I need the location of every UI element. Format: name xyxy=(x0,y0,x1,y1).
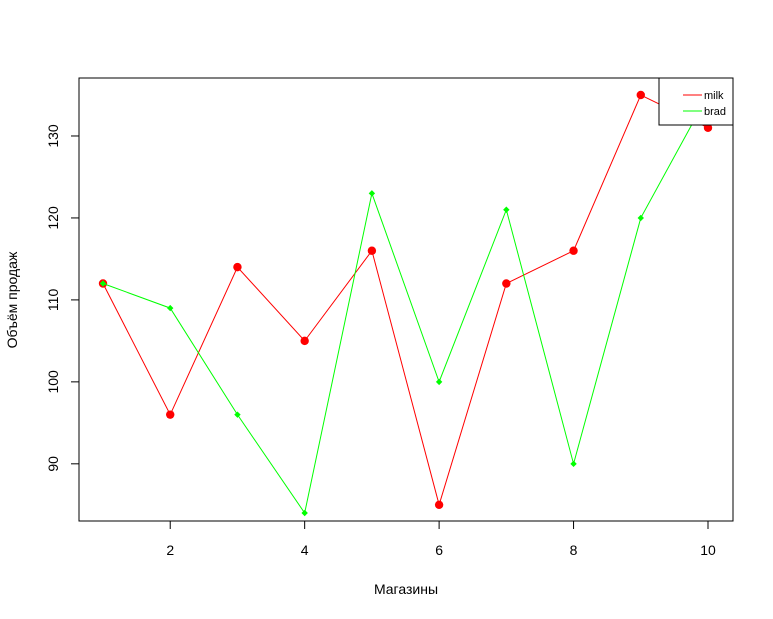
data-point-milk xyxy=(166,410,175,419)
x-axis: 2 4 6 8 10 xyxy=(166,521,716,558)
series-line-brad xyxy=(102,94,709,515)
data-point-brad xyxy=(99,280,107,287)
data-point-milk xyxy=(367,246,377,255)
data-point-brad xyxy=(234,411,241,418)
legend-box xyxy=(658,77,734,126)
y-tick-label: 120 xyxy=(45,206,61,230)
y-axis-label: Объём продаж xyxy=(4,251,20,348)
data-point-brad xyxy=(637,214,644,222)
data-point-brad xyxy=(301,509,308,517)
data-point-milk xyxy=(703,123,713,132)
x-tick-label: 10 xyxy=(700,542,716,558)
y-tick-label: 130 xyxy=(45,124,61,148)
data-point-milk xyxy=(636,90,645,100)
data-point-brad xyxy=(503,206,510,213)
x-tick-label: 6 xyxy=(435,542,443,558)
data-point-milk xyxy=(300,336,309,346)
data-point-milk xyxy=(569,246,578,255)
data-point-brad xyxy=(167,304,174,312)
x-tick-label: 2 xyxy=(166,542,174,558)
data-point-milk xyxy=(502,279,511,288)
x-tick-label: 8 xyxy=(570,542,578,558)
y-axis: 90 100 110 120 130 xyxy=(45,124,79,472)
data-point-brad xyxy=(435,378,443,386)
plot-frame xyxy=(78,77,734,522)
series-layer xyxy=(98,90,713,517)
x-tick-label: 4 xyxy=(301,542,309,558)
data-point-milk xyxy=(233,262,242,272)
legend-label-brad: brad xyxy=(704,106,726,118)
data-point-milk xyxy=(434,500,444,510)
y-tick-label: 90 xyxy=(45,456,61,472)
data-point-brad xyxy=(368,190,376,197)
legend-label-milk: milk xyxy=(704,90,724,102)
legend: milk brad xyxy=(658,77,734,126)
y-tick-label: 100 xyxy=(45,370,61,394)
y-tick-label: 110 xyxy=(45,289,61,312)
data-point-brad xyxy=(570,460,577,468)
series-line-milk xyxy=(102,94,709,507)
x-axis-label: Магазины xyxy=(374,581,438,597)
